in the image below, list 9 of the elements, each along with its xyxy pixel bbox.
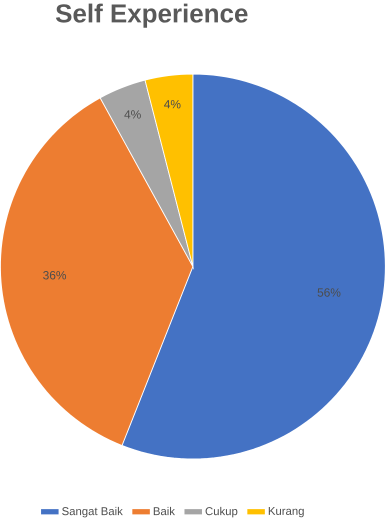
data-label: 36% (43, 271, 66, 280)
legend-label: Baik (154, 506, 176, 516)
legend-label: Kurang (268, 507, 304, 518)
legend-label: Cukup (206, 506, 238, 518)
chart-title: Self Experience (56, 4, 248, 28)
legend-label: Sangat Baik (62, 506, 123, 518)
data-label: 4% (124, 110, 141, 119)
data-label: 56% (318, 288, 341, 297)
data-label: 4% (164, 100, 181, 108)
